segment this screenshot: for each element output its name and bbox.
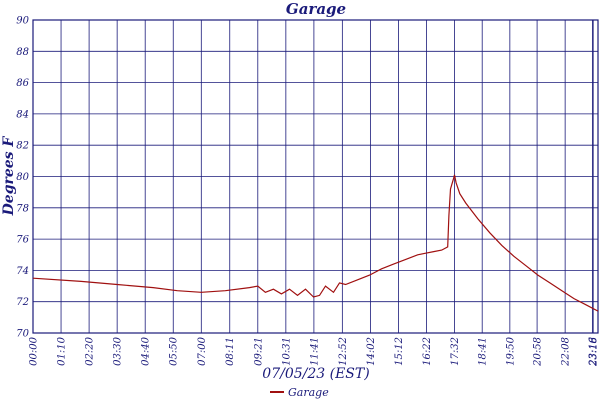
x-tick-label: 15:12 bbox=[394, 337, 405, 366]
y-tick-label: 70 bbox=[16, 329, 29, 340]
grid bbox=[32, 19, 598, 334]
y-tick-label: 90 bbox=[16, 16, 29, 27]
y-tick-label: 88 bbox=[16, 47, 29, 58]
x-tick-label: 22:08 bbox=[561, 337, 572, 367]
legend-label-garage: Garage bbox=[288, 386, 329, 399]
series-line-garage bbox=[32, 174, 599, 312]
y-axis-ticks: 70 72 74 76 78 80 82 84 86 88 90 bbox=[16, 16, 29, 340]
y-tick-label: 82 bbox=[16, 141, 29, 152]
x-tick-label: 01:10 bbox=[57, 336, 68, 365]
x-tick-label: 09:21 bbox=[253, 337, 264, 366]
x-axis-label: 07/05/23 (EST) bbox=[262, 366, 369, 382]
x-axis-ticks: 00:00 01:10 02:20 03:30 04:40 05:50 07:00 08:11… bbox=[29, 336, 600, 366]
y-tick-label: 80 bbox=[16, 172, 29, 183]
x-tick-label: 03:30 bbox=[113, 336, 124, 365]
x-tick-label: 05:50 bbox=[169, 336, 180, 365]
plot-frame bbox=[32, 19, 599, 334]
x-tick-label: 02:20 bbox=[85, 336, 96, 365]
x-tick-label: 00:00 bbox=[29, 336, 40, 365]
x-tick-label: 19:50 bbox=[505, 336, 516, 365]
y-tick-label: 86 bbox=[16, 78, 29, 89]
x-tick-label: 23:16 bbox=[588, 336, 599, 366]
legend: Garage bbox=[270, 386, 329, 399]
x-tick-label: 07:00 bbox=[197, 336, 208, 365]
chart-title: Garage bbox=[286, 0, 346, 18]
x-tick-label: 10:31 bbox=[281, 337, 292, 366]
x-tick-label: 11:41 bbox=[309, 337, 320, 366]
x-tick-label: 14:02 bbox=[366, 337, 377, 366]
x-tick-label: 17:32 bbox=[450, 337, 461, 366]
x-tick-label: 23:18 bbox=[589, 337, 600, 367]
y-axis-label: Degrees F bbox=[1, 136, 17, 217]
x-tick-label: 20:58 bbox=[533, 337, 544, 367]
y-tick-label: 76 bbox=[16, 235, 29, 246]
x-tick-label: 16:22 bbox=[422, 337, 433, 366]
x-tick-label: 08:11 bbox=[225, 337, 236, 366]
x-tick-label: 18:41 bbox=[478, 337, 489, 366]
x-tick-label: 04:40 bbox=[141, 336, 152, 365]
y-tick-label: 84 bbox=[16, 109, 29, 120]
y-tick-label: 74 bbox=[16, 266, 29, 277]
y-tick-label: 72 bbox=[16, 297, 29, 308]
y-tick-label: 78 bbox=[16, 203, 29, 214]
x-tick-label: 12:52 bbox=[338, 337, 349, 366]
